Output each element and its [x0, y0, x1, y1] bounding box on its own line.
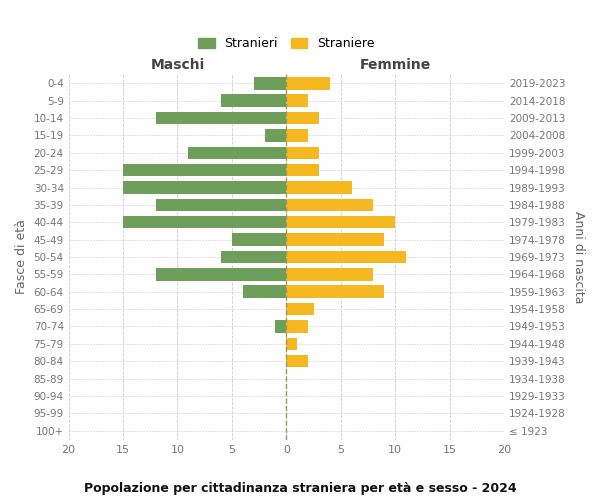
Bar	[286, 320, 308, 332]
Bar	[265, 129, 286, 141]
Bar	[286, 234, 384, 246]
Y-axis label: Anni di nascita: Anni di nascita	[572, 210, 585, 303]
Bar	[275, 320, 286, 332]
Text: Femmine: Femmine	[359, 58, 431, 72]
Text: Maschi: Maschi	[151, 58, 205, 72]
Bar	[286, 250, 406, 263]
Bar	[156, 268, 286, 280]
Bar	[123, 164, 286, 176]
Bar	[286, 164, 319, 176]
Bar	[156, 112, 286, 124]
Bar	[156, 198, 286, 211]
Bar	[286, 129, 308, 141]
Bar	[286, 338, 297, 350]
Bar	[232, 234, 286, 246]
Bar	[221, 250, 286, 263]
Bar	[286, 146, 319, 159]
Bar	[123, 216, 286, 228]
Bar	[286, 268, 373, 280]
Legend: Stranieri, Straniere: Stranieri, Straniere	[193, 32, 379, 56]
Bar	[243, 286, 286, 298]
Bar	[286, 112, 319, 124]
Bar	[123, 182, 286, 194]
Bar	[286, 355, 308, 368]
Bar	[188, 146, 286, 159]
Text: Popolazione per cittadinanza straniera per età e sesso - 2024: Popolazione per cittadinanza straniera p…	[83, 482, 517, 495]
Bar	[254, 77, 286, 90]
Bar	[286, 216, 395, 228]
Bar	[286, 94, 308, 107]
Y-axis label: Fasce di età: Fasce di età	[15, 220, 28, 294]
Bar	[286, 182, 352, 194]
Bar	[286, 77, 330, 90]
Bar	[286, 198, 373, 211]
Bar	[286, 303, 314, 316]
Bar	[286, 286, 384, 298]
Bar	[221, 94, 286, 107]
